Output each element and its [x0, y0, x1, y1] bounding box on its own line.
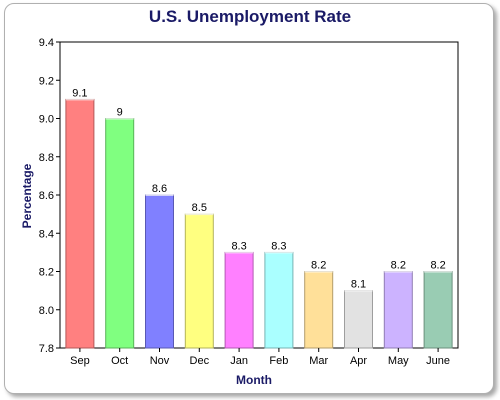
y-tick-label: 7.8 — [39, 343, 54, 355]
x-tick-label: Sep — [70, 355, 90, 367]
data-label: 8.2 — [391, 260, 406, 272]
bar — [65, 98, 95, 349]
bar — [145, 194, 174, 349]
x-tick-label: Mar — [309, 355, 328, 367]
data-label: 9 — [117, 107, 123, 119]
x-tick-label: Jan — [230, 355, 248, 367]
data-label: 8.3 — [231, 240, 246, 252]
bar — [105, 118, 135, 349]
x-tick-label: Apr — [350, 355, 367, 367]
bar — [224, 251, 254, 349]
data-label: 9.1 — [72, 87, 87, 99]
y-tick-label: 8.6 — [39, 190, 54, 202]
data-label: 8.2 — [430, 260, 445, 272]
y-tick-label: 8.2 — [39, 267, 54, 279]
y-axis-title: Percentage — [20, 163, 34, 228]
x-tick-label: Oct — [111, 355, 128, 367]
y-tick-label: 8.0 — [39, 305, 54, 317]
data-label: 8.6 — [152, 183, 167, 195]
data-label: 8.5 — [192, 202, 207, 214]
bar — [383, 271, 413, 349]
plot-area: 7.8 8.0 8.2 8.4 8.6 8.8 9.0 9.2 9.4 9.1 Sep 9 Oct 8.6… — [39, 37, 459, 367]
y-tick-label: 9.4 — [39, 37, 54, 49]
y-tick-label: 8.4 — [39, 228, 54, 240]
data-label: 8.3 — [271, 240, 286, 252]
chart-title: U.S. Unemployment Rate — [149, 7, 351, 26]
data-label: 8.2 — [311, 260, 326, 272]
bar — [184, 213, 214, 349]
x-tick-label: May — [388, 355, 409, 367]
x-tick-label: June — [426, 355, 450, 367]
x-axis-title: Month — [236, 373, 272, 387]
bar — [304, 271, 334, 349]
y-tick-label: 9.0 — [39, 114, 54, 126]
bar — [264, 251, 294, 349]
data-label: 8.1 — [351, 279, 366, 291]
x-tick-label: Nov — [150, 355, 170, 367]
y-tick-label: 9.2 — [39, 75, 54, 87]
bar — [423, 271, 453, 349]
x-tick-label: Feb — [269, 355, 288, 367]
y-tick-label: 8.8 — [39, 152, 54, 164]
x-tick-label: Dec — [190, 355, 210, 367]
bar — [344, 290, 373, 349]
